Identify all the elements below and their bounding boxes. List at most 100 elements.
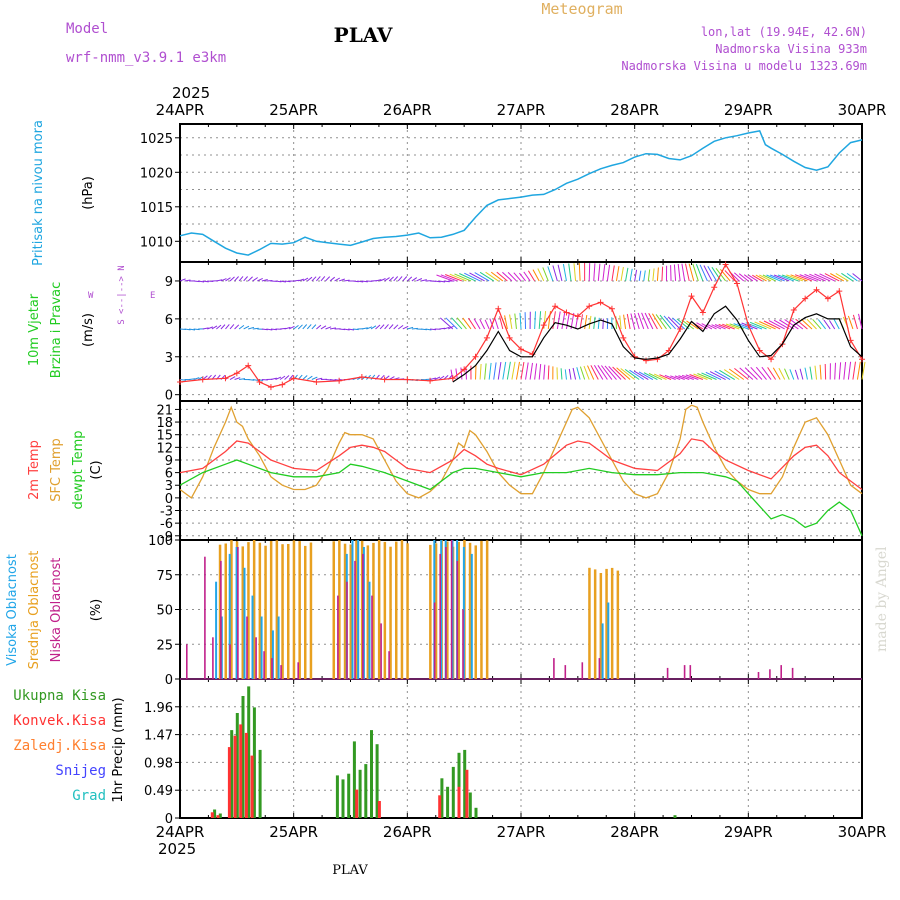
wind-barb bbox=[741, 322, 758, 330]
precip-bar-total bbox=[258, 749, 262, 818]
ytick-label: 75 bbox=[156, 569, 173, 584]
wind-barb bbox=[198, 280, 205, 283]
wind-barb bbox=[772, 367, 781, 380]
xtick-label-bottom: 29APR bbox=[724, 823, 773, 841]
wind-barb bbox=[474, 272, 490, 282]
wind-barb bbox=[644, 312, 654, 330]
cloud-bar-mid bbox=[343, 543, 347, 679]
cloud-bar-mid bbox=[377, 540, 381, 679]
wind-barb bbox=[361, 280, 368, 283]
wind-barb bbox=[439, 317, 454, 330]
cloud-bar-low bbox=[450, 540, 453, 679]
wind-barb bbox=[688, 263, 695, 282]
ytick-label: -9 bbox=[160, 530, 173, 545]
wind-barb bbox=[579, 314, 583, 330]
cloud-bar-low bbox=[255, 637, 257, 679]
wind-barb bbox=[659, 374, 672, 380]
wind-barb bbox=[833, 319, 840, 330]
precip-bar-total bbox=[347, 773, 351, 818]
wind-barb bbox=[681, 374, 694, 380]
precip-legend-item: Zaledj.Kisa bbox=[13, 738, 106, 754]
precip-bar-total bbox=[474, 807, 478, 818]
wind-barb bbox=[560, 368, 563, 380]
wind-barb bbox=[284, 375, 290, 380]
cloud-bar-mid bbox=[383, 541, 387, 679]
wind-barb bbox=[678, 375, 690, 380]
wind-barb bbox=[411, 327, 418, 330]
ytick-label: 1020 bbox=[140, 166, 173, 181]
wind-barb bbox=[593, 364, 604, 380]
ytick-label: 6 bbox=[165, 313, 173, 328]
precip-bar-conv bbox=[457, 786, 461, 818]
precip-bar-total bbox=[446, 786, 450, 818]
cloud-bar-high bbox=[440, 540, 443, 679]
ytick-label: 1010 bbox=[140, 235, 173, 250]
wind-barb bbox=[624, 368, 640, 380]
gust-marker bbox=[620, 334, 627, 341]
gust-marker bbox=[722, 261, 729, 268]
wind-barb bbox=[302, 375, 308, 380]
cloud-bar-mid bbox=[400, 540, 404, 679]
wind-barb bbox=[493, 362, 497, 380]
wind-barb bbox=[739, 367, 754, 380]
wind-barb bbox=[436, 274, 453, 282]
year-bottom: 2025 bbox=[158, 840, 196, 858]
cloud-bar-mid bbox=[372, 542, 375, 679]
cloud-bar-mid bbox=[269, 541, 273, 679]
gust-marker bbox=[643, 357, 650, 364]
wind-barb bbox=[306, 276, 313, 282]
precip-bar-total bbox=[352, 741, 356, 818]
cloud-bar-low bbox=[791, 667, 794, 679]
wind-barb bbox=[443, 326, 450, 330]
cloud-bar-low bbox=[780, 665, 782, 679]
wind-barb bbox=[804, 367, 808, 380]
precip-bar-total bbox=[463, 749, 467, 818]
wind-barb bbox=[648, 372, 663, 380]
wind-barb bbox=[652, 268, 655, 282]
precip-bar-conv bbox=[210, 812, 214, 818]
wind-barb bbox=[670, 375, 681, 380]
temp-line-2m bbox=[179, 438, 863, 491]
ytick-label: 0.98 bbox=[144, 756, 173, 771]
gust-marker bbox=[859, 356, 865, 363]
wind-barb bbox=[462, 317, 472, 330]
xtick-label-bottom: 30APR bbox=[838, 823, 887, 841]
wind-barb bbox=[619, 315, 622, 330]
wind-barb bbox=[284, 280, 291, 283]
gust-line bbox=[179, 263, 863, 388]
ytick-label: 0 bbox=[165, 673, 173, 688]
xtick-label-top: 28APR bbox=[610, 101, 659, 119]
gust-marker bbox=[199, 376, 206, 383]
cloud-bar-high bbox=[251, 595, 254, 679]
wind-barb bbox=[584, 315, 588, 330]
wind-barb bbox=[504, 315, 508, 330]
precip-bar-total bbox=[241, 696, 245, 818]
ytick-label: 0 bbox=[165, 492, 173, 507]
wind-barb bbox=[623, 314, 627, 330]
gust-marker bbox=[733, 280, 740, 287]
wind-barb bbox=[705, 371, 722, 380]
wind-barb bbox=[737, 322, 754, 330]
ytick-label: 1015 bbox=[140, 201, 173, 216]
wind-barb bbox=[728, 368, 745, 380]
wind-barb bbox=[420, 328, 427, 331]
wind-barb bbox=[752, 274, 763, 282]
cloud-bar-mid bbox=[485, 540, 489, 679]
xtick-label-bottom: 24APR bbox=[156, 823, 205, 841]
cloud-bar-mid bbox=[446, 541, 449, 679]
meteogram-title: Meteogram bbox=[541, 0, 622, 18]
gust-marker bbox=[483, 334, 490, 341]
cloud-axis-label: Niska Oblacnost bbox=[49, 558, 64, 663]
wind-barb bbox=[634, 269, 638, 282]
cloud-bar-mid bbox=[264, 545, 267, 679]
precip-bar-conv bbox=[233, 735, 237, 818]
cloud-bar-mid bbox=[457, 541, 460, 679]
cloud-bar-low bbox=[445, 547, 447, 679]
cloud-bar-mid bbox=[468, 542, 472, 679]
wind-barb bbox=[497, 362, 502, 380]
wind-barb bbox=[615, 266, 620, 282]
wind-barb bbox=[846, 272, 858, 282]
cloud-bar-low bbox=[462, 609, 464, 679]
wind-barb bbox=[306, 324, 312, 330]
wind-barb bbox=[454, 273, 472, 282]
